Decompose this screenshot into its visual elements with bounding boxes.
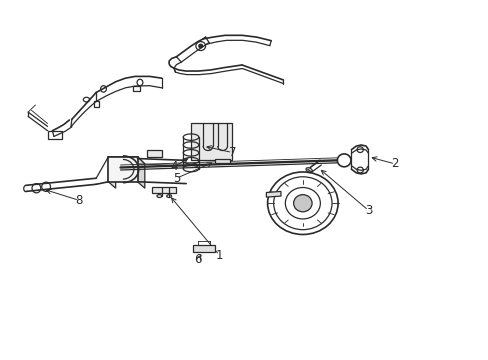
Polygon shape xyxy=(108,157,144,164)
Text: 6: 6 xyxy=(194,253,202,266)
Polygon shape xyxy=(152,187,176,193)
Polygon shape xyxy=(193,245,215,252)
Polygon shape xyxy=(137,157,144,188)
Text: 4: 4 xyxy=(170,160,177,173)
Polygon shape xyxy=(108,157,137,182)
Ellipse shape xyxy=(293,195,311,212)
Polygon shape xyxy=(215,158,229,163)
Ellipse shape xyxy=(199,44,202,48)
Bar xyxy=(191,123,232,160)
Polygon shape xyxy=(266,192,281,197)
Text: 1: 1 xyxy=(215,248,223,261)
Text: 2: 2 xyxy=(391,157,398,170)
Polygon shape xyxy=(108,157,116,188)
Text: 3: 3 xyxy=(364,204,371,217)
Text: 5: 5 xyxy=(172,172,180,185)
Text: 8: 8 xyxy=(75,194,82,207)
Polygon shape xyxy=(147,150,162,157)
Text: 7: 7 xyxy=(228,146,236,159)
